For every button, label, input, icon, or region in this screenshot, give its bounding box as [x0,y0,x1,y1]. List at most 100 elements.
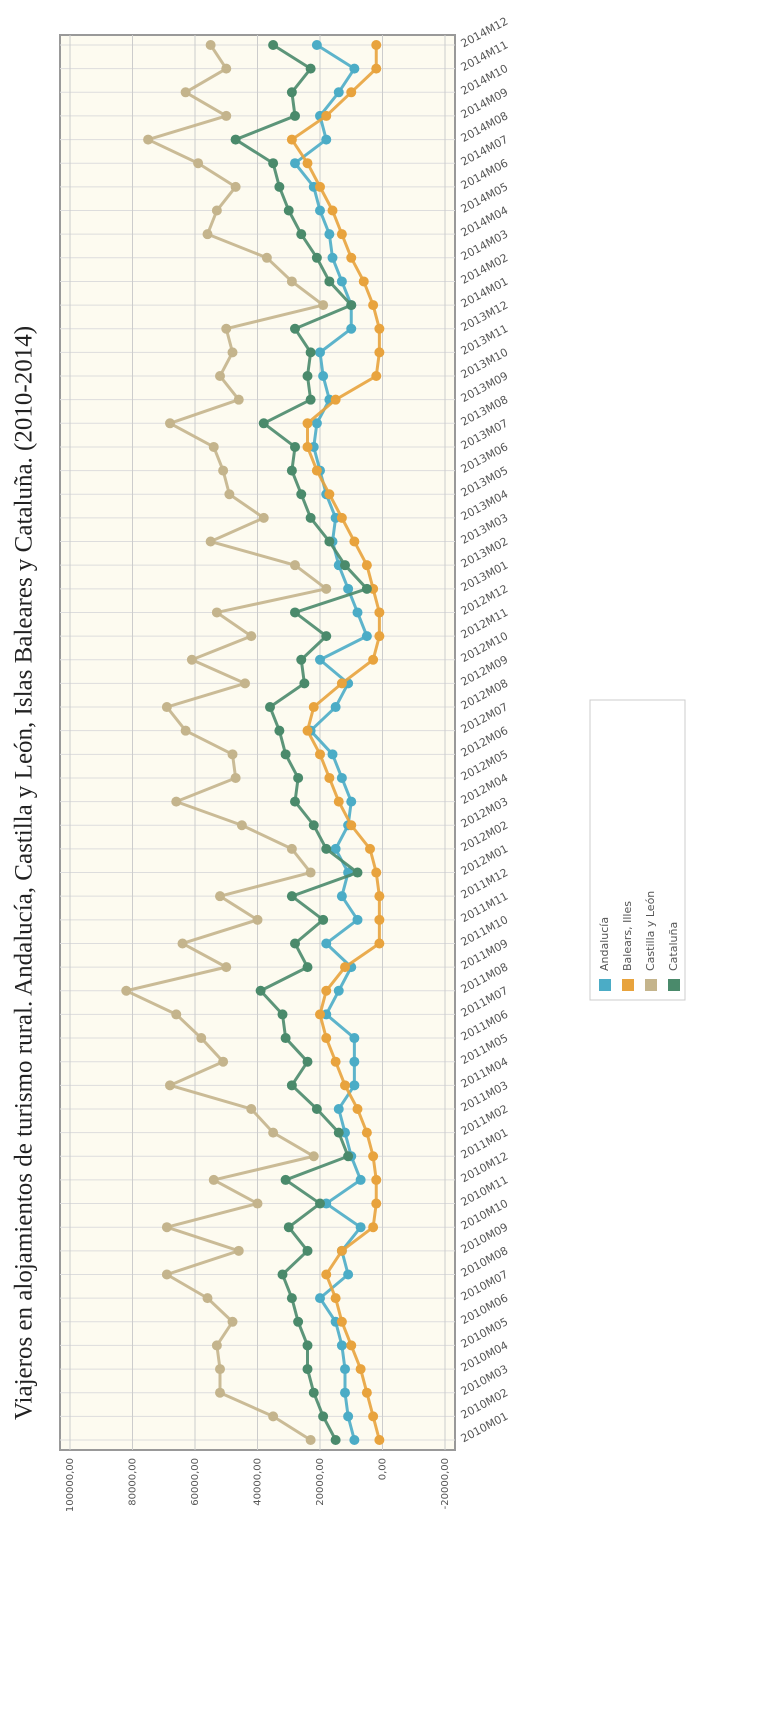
series-point [302,1245,313,1256]
series-point [286,276,297,287]
series-point [315,654,325,665]
series-point [368,1151,379,1162]
series-point [230,772,241,783]
series-point [321,631,332,642]
series-point [252,914,263,925]
legend-swatch [668,979,680,991]
y-tick-label: 60000,00 [190,1458,201,1506]
y-tick-label: 40000,00 [253,1458,264,1506]
series-point [230,181,241,192]
series-point [318,300,329,311]
series-point [361,1387,372,1398]
series-point [215,1364,225,1375]
series-point [343,1411,354,1422]
series-point [349,1033,360,1044]
series-point [161,1269,172,1280]
series-point [258,418,269,429]
series-point [280,1033,291,1044]
series-point [302,1340,313,1351]
series-point [336,229,347,240]
series-point [268,158,279,169]
series-point [299,678,310,689]
series-point [290,110,300,121]
series-point [324,489,335,500]
series-point [336,1245,347,1256]
series-point [371,371,382,382]
series-point [274,181,285,192]
series-point [283,205,294,216]
series-point [215,1387,225,1398]
series-point [324,276,335,287]
series-point [205,536,216,547]
series-point [318,914,329,925]
series-point [290,158,300,169]
series-point [330,843,341,854]
series-point [221,323,232,334]
series-point [211,607,222,618]
series-point [311,465,322,476]
series-point [311,418,322,429]
series-point [346,323,357,334]
series-point [286,465,297,476]
series-point [349,536,360,547]
series-point [121,985,132,996]
series-point [311,252,322,263]
series-point [302,725,313,736]
series-point [246,1103,257,1114]
series-point [318,1411,329,1422]
series-point [349,1080,360,1091]
series-point [315,347,325,358]
chart-body: Viajeros en alojamientos de turismo rura… [11,15,686,1512]
series-point [286,1293,297,1304]
series-point [196,1033,207,1044]
series-point [324,229,335,240]
series-point [305,347,316,358]
series-point [177,938,188,949]
series-point [346,252,357,263]
series-point [324,536,335,547]
series-point [374,323,385,334]
series-point [336,276,347,287]
series-point [315,749,325,760]
series-point [208,441,219,452]
series-point [302,158,313,169]
series-point [290,441,300,452]
series-point [302,418,313,429]
legend-box [589,699,686,1001]
series-point [346,87,357,98]
series-point [221,63,232,74]
series-point [368,1222,379,1233]
series-point [308,1387,319,1398]
series-point [268,1411,279,1422]
series-point [365,843,375,854]
series-point [302,371,313,382]
series-point [336,1340,347,1351]
series-point [355,1222,366,1233]
series-point [296,489,307,500]
series-point [277,1009,288,1020]
series-point [240,678,250,689]
series-point [374,347,385,358]
legend-label: Balears, Illes [621,901,634,971]
series-point [302,962,313,973]
series-point [321,938,332,949]
series-point [233,1245,244,1256]
series-point [296,229,307,240]
series-point [246,631,257,642]
series-point [171,796,182,807]
series-point [302,1364,313,1375]
series-point [352,607,363,618]
series-point [305,394,316,405]
series-point [352,1103,363,1114]
series-point [286,891,297,902]
series-point [161,702,172,713]
series-point [302,1056,313,1067]
series-point [308,1151,319,1162]
series-point [315,1198,325,1209]
legend-label: Castilla y León [644,891,657,971]
series-point [321,843,332,854]
series-point [374,1435,385,1445]
series-point [321,134,332,145]
series-point [290,323,300,334]
